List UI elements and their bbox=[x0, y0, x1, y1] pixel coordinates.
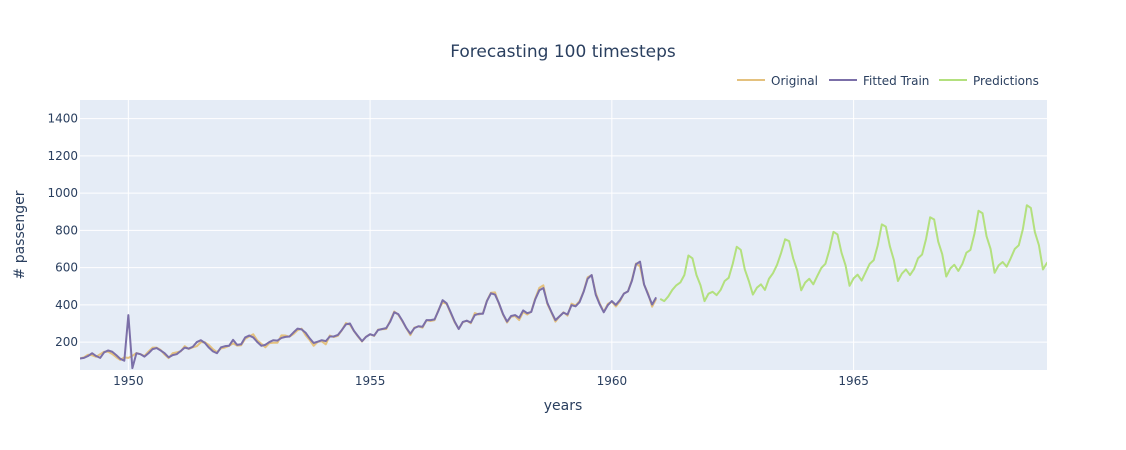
plot-background bbox=[80, 100, 1047, 370]
y-tick-label: 200 bbox=[55, 335, 78, 349]
legend-label: Predictions bbox=[973, 74, 1039, 88]
x-axis-title: years bbox=[544, 398, 583, 414]
legend-item-original[interactable]: Original bbox=[737, 74, 818, 88]
legend-label: Original bbox=[771, 74, 818, 88]
y-axis-title: # passenger bbox=[12, 190, 28, 279]
legend-item-predictions[interactable]: Predictions bbox=[939, 74, 1039, 88]
series-layer bbox=[80, 204, 1047, 370]
y-tick-label: 1200 bbox=[47, 149, 78, 163]
grid-lines bbox=[80, 100, 1047, 370]
x-tick-label: 1955 bbox=[355, 374, 386, 388]
y-tick-label: 400 bbox=[55, 298, 78, 312]
series-line-fitted-train bbox=[80, 260, 658, 370]
y-tick-labels: 200 400 600 800 1000 1200 1400 bbox=[47, 112, 78, 349]
x-tick-label: 1960 bbox=[597, 374, 628, 388]
x-tick-label: 1965 bbox=[838, 374, 869, 388]
legend-label: Fitted Train bbox=[863, 74, 929, 88]
y-tick-label: 1400 bbox=[47, 112, 78, 126]
chart-title: Forecasting 100 timesteps bbox=[450, 42, 676, 62]
x-tick-labels: 1950 1955 1960 1965 bbox=[113, 374, 869, 388]
legend-item-fitted-train[interactable]: Fitted Train bbox=[829, 74, 929, 88]
series-line-predictions bbox=[659, 204, 1047, 303]
y-tick-label: 600 bbox=[55, 261, 78, 275]
x-tick-label: 1950 bbox=[113, 374, 144, 388]
y-tick-label: 800 bbox=[55, 223, 78, 237]
legend[interactable]: Original Fitted Train Predictions bbox=[737, 74, 1039, 88]
y-tick-label: 1000 bbox=[47, 186, 78, 200]
